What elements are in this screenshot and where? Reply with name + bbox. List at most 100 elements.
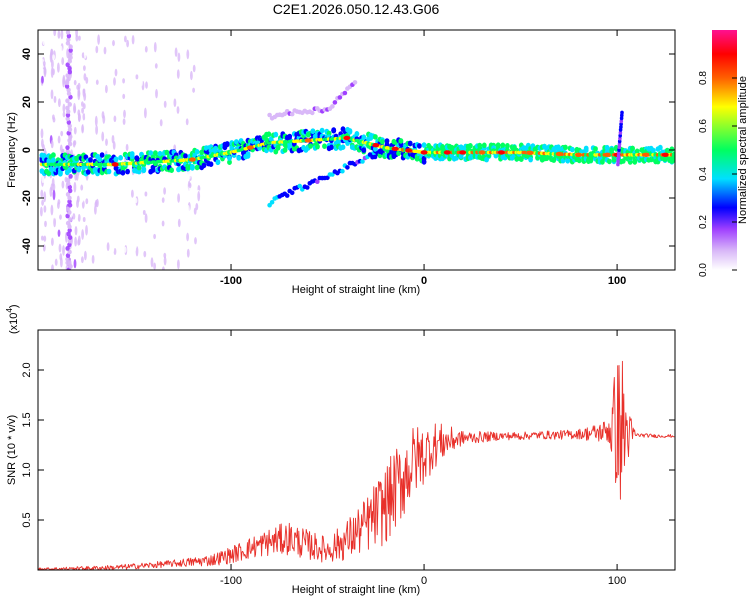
spectrogram-hotspot bbox=[497, 150, 505, 155]
spectrogram-ridge-cell bbox=[361, 147, 367, 153]
spectrogram-y-tick-label: 20 bbox=[21, 96, 33, 108]
snr-x-tick-label: 100 bbox=[608, 575, 626, 587]
spectrogram-ridge-cell bbox=[113, 156, 119, 163]
colorbar-ticks: 0.0 0.2 0.4 0.6 0.8 bbox=[698, 71, 737, 277]
spectrogram-spike-cell bbox=[619, 119, 624, 124]
spectrogram-branch-cell bbox=[284, 193, 290, 198]
spectrogram-noise bbox=[186, 232, 190, 242]
spectrogram-noise bbox=[193, 71, 197, 82]
spectrogram-ridge-cell bbox=[234, 139, 239, 145]
spectrogram-noise bbox=[53, 213, 57, 219]
spectrogram-noise bbox=[131, 189, 134, 198]
spectrogram-noise bbox=[42, 61, 46, 67]
spectrogram-streak bbox=[65, 213, 70, 219]
spectrogram-ridge-cell bbox=[106, 168, 112, 175]
spectrogram-streak bbox=[65, 192, 71, 197]
spectrogram-noise bbox=[40, 128, 44, 139]
spectrogram-noise bbox=[96, 188, 100, 197]
spectrogram-noise bbox=[134, 197, 138, 204]
spectrogram-noise bbox=[197, 191, 201, 202]
spectrogram-ridge-cell bbox=[129, 151, 135, 157]
spectrogram-noise bbox=[73, 102, 76, 114]
spectrogram-noise bbox=[188, 182, 192, 189]
spectrogram-noise bbox=[186, 248, 190, 258]
spectrogram-branch-cell bbox=[345, 165, 350, 170]
spectrogram-hotspot bbox=[111, 162, 119, 167]
spectrogram-noise bbox=[62, 76, 65, 88]
snr-panel: -100 0 100 0.5 1.0 1.5 2.0 Height of straight … bbox=[5, 304, 676, 596]
spectrogram-noise bbox=[50, 67, 54, 78]
spectrogram-noise bbox=[174, 59, 178, 67]
spectrogram-noise bbox=[73, 140, 77, 146]
spectrogram-ridge-cell bbox=[396, 150, 401, 157]
spectrogram-noise bbox=[140, 259, 144, 270]
spectrogram-noise bbox=[143, 250, 147, 258]
spectrogram-noise bbox=[144, 107, 147, 119]
snr-series-line bbox=[38, 360, 675, 570]
spectrogram-ticks: -100 0 100 -40 -20 0 20 40 bbox=[21, 30, 675, 287]
spectrogram-streak bbox=[67, 224, 72, 230]
spectrogram-noise bbox=[116, 185, 120, 196]
spectrogram-hotspot bbox=[478, 150, 486, 155]
spectrogram-noise bbox=[106, 114, 110, 125]
spectrogram-noise bbox=[112, 39, 115, 47]
spectrogram-noise bbox=[113, 115, 117, 123]
spectrogram-hotspot bbox=[343, 135, 351, 141]
spectrogram-noise bbox=[163, 256, 167, 266]
spectrogram-branch-cell bbox=[305, 185, 310, 190]
spectrogram-ridge-cell bbox=[136, 164, 142, 171]
spectrogram-noise bbox=[57, 201, 60, 209]
spectrogram-hotspot bbox=[526, 150, 534, 155]
spectrogram-noise bbox=[75, 34, 79, 42]
spectrogram-ridge-cell bbox=[477, 142, 483, 149]
spectrogram-branch-cell bbox=[269, 200, 275, 205]
spectrogram-noise bbox=[73, 259, 77, 269]
spectrogram-noise bbox=[95, 45, 99, 54]
spectrogram-streak bbox=[65, 253, 71, 258]
spectrogram-noise bbox=[58, 98, 61, 108]
spectrogram-ridge-cell bbox=[46, 170, 52, 176]
spectrogram-ridge-cell bbox=[227, 159, 232, 165]
spectrogram-noise bbox=[94, 199, 98, 206]
spectrogram-noise bbox=[80, 46, 83, 54]
spectrogram-noise bbox=[113, 57, 116, 69]
spectrogram-streak bbox=[66, 87, 71, 93]
spectrogram-noise bbox=[104, 207, 107, 218]
spectrogram-x-tick-label: 100 bbox=[608, 275, 626, 287]
spectrogram-noise bbox=[114, 68, 118, 77]
spectrogram-noise bbox=[111, 177, 115, 184]
spectrogram-streak bbox=[66, 206, 71, 212]
spectrogram-noise bbox=[91, 239, 95, 246]
spectrogram-streak bbox=[65, 220, 71, 226]
spectrogram-noise bbox=[155, 174, 159, 186]
spectrogram-noise bbox=[101, 111, 105, 119]
spectrogram-ridge-cell bbox=[224, 141, 230, 148]
spectrogram-branch-cell bbox=[332, 100, 338, 105]
spectrogram-streak bbox=[66, 181, 71, 187]
snr-x-tick-label: -100 bbox=[220, 575, 242, 587]
spectrogram-ridge-cell bbox=[125, 168, 130, 175]
spectrogram-y-tick-label: -20 bbox=[21, 190, 33, 206]
spectrogram-noise bbox=[58, 149, 61, 160]
spectrogram-hotspot bbox=[575, 152, 582, 157]
spectrogram-spike-cell bbox=[618, 130, 623, 135]
spectrogram-y-tick-label: 0 bbox=[21, 147, 33, 153]
spectrogram-ridge-cell bbox=[282, 147, 288, 153]
spectrogram-ridge-cell bbox=[669, 146, 675, 152]
spectrogram-streak bbox=[68, 264, 73, 269]
spectrogram-noise bbox=[84, 110, 88, 120]
spectrogram-y-axis-label: Frequency (Hz) bbox=[6, 112, 18, 188]
spectrogram-ridge-cell bbox=[150, 167, 156, 173]
spectrogram-hotspot bbox=[459, 150, 467, 155]
spectrogram-noise bbox=[83, 237, 86, 244]
spectrogram-noise bbox=[81, 101, 84, 107]
spectrogram-y-tick-label: -40 bbox=[21, 238, 33, 254]
spectrogram-ridge-cell bbox=[88, 157, 93, 163]
spectrogram-noise bbox=[143, 33, 147, 42]
spectrogram-noise bbox=[51, 59, 54, 69]
spectrogram-noise bbox=[122, 118, 126, 125]
snr-y-axis-label: SNR (10 * v/v) bbox=[6, 415, 18, 485]
spectrogram-ridge-cell bbox=[76, 165, 82, 172]
spectrogram-noise bbox=[92, 53, 95, 64]
spectrogram-noise bbox=[95, 79, 99, 85]
